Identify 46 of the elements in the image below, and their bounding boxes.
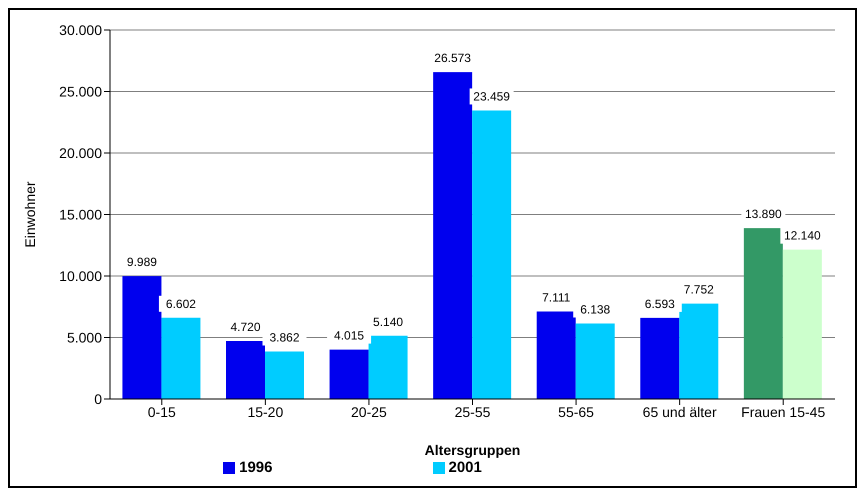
data-label: 6.593 bbox=[644, 296, 676, 311]
y-tick-label: 15.000 bbox=[59, 206, 102, 222]
x-tick-label: 0-15 bbox=[148, 404, 176, 420]
bar bbox=[744, 228, 783, 399]
x-tick-label: Frauen 15-45 bbox=[741, 404, 826, 420]
y-tick-label: 25.000 bbox=[59, 83, 102, 100]
data-label: 7.752 bbox=[684, 282, 714, 297]
y-tick-label: 10.000 bbox=[59, 268, 102, 284]
data-label: 4.720 bbox=[230, 320, 261, 334]
bar bbox=[536, 312, 576, 399]
x-tick-label: 15-20 bbox=[247, 404, 284, 420]
y-axis-title: Einwohner bbox=[22, 181, 38, 248]
data-label: 12.140 bbox=[784, 228, 822, 243]
bar bbox=[265, 351, 304, 399]
data-label: 9.989 bbox=[126, 255, 158, 270]
data-label: 7.111 bbox=[542, 290, 571, 305]
x-tick-label: 20-25 bbox=[351, 404, 388, 420]
y-tick-label: 5.000 bbox=[66, 329, 102, 346]
data-label: 4.015 bbox=[334, 328, 364, 343]
data-label: 23.459 bbox=[473, 89, 510, 104]
x-axis-title: Altersgruppen bbox=[424, 442, 520, 458]
data-label: 26.573 bbox=[434, 51, 472, 66]
x-tick-label: 55-65 bbox=[558, 404, 594, 420]
x-tick-label: 25-55 bbox=[454, 404, 491, 420]
data-label: 6.138 bbox=[580, 302, 611, 317]
y-tick-label: 30.000 bbox=[59, 22, 102, 38]
legend-label: 1996 bbox=[239, 459, 272, 476]
x-tick-label: 65 und älter bbox=[642, 404, 717, 420]
bar bbox=[226, 340, 265, 399]
bar bbox=[330, 350, 369, 399]
data-label: 13.890 bbox=[745, 207, 782, 222]
bar bbox=[782, 250, 822, 399]
bar bbox=[679, 304, 718, 399]
y-tick-label: 20.000 bbox=[59, 144, 102, 161]
legend-label: 2001 bbox=[448, 459, 482, 476]
bar bbox=[472, 110, 512, 399]
bar bbox=[368, 336, 408, 399]
bar bbox=[161, 318, 200, 399]
bar bbox=[122, 276, 162, 399]
bar bbox=[433, 72, 472, 399]
y-tick-label: 0 bbox=[94, 390, 102, 407]
data-label: 3.862 bbox=[269, 330, 300, 344]
data-label: 6.602 bbox=[166, 296, 196, 311]
data-label: 5.140 bbox=[373, 314, 404, 329]
bar bbox=[576, 324, 615, 399]
bar bbox=[640, 318, 680, 399]
